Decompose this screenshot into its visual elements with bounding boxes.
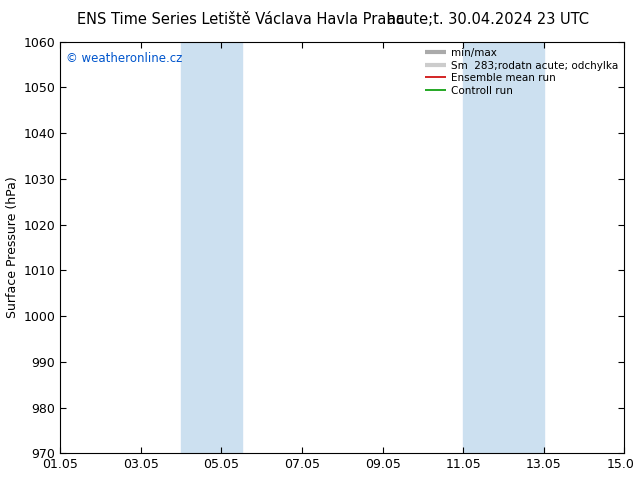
Text: acute;t. 30.04.2024 23 UTC: acute;t. 30.04.2024 23 UTC [387,12,589,27]
Text: ENS Time Series Letiště Václava Havla Praha: ENS Time Series Letiště Václava Havla Pr… [77,12,404,27]
Bar [181,42,242,453]
Y-axis label: Surface Pressure (hPa): Surface Pressure (hPa) [6,176,19,318]
Bar [463,42,544,453]
Text: © weatheronline.cz: © weatheronline.cz [66,52,182,65]
Legend: min/max, Sm  283;rodatn acute; odchylka, Ensemble mean run, Controll run: min/max, Sm 283;rodatn acute; odchylka, … [422,45,621,99]
